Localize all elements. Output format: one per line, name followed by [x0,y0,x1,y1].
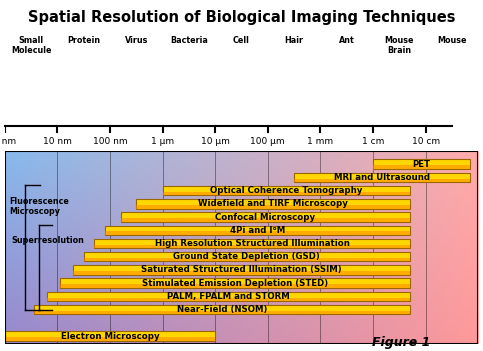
Text: Fluorescence
Microscopy: Fluorescence Microscopy [9,197,69,216]
Text: MRI and Ultrasound: MRI and Ultrasound [334,173,430,182]
Text: Mouse: Mouse [437,36,467,45]
Text: Protein: Protein [67,36,100,45]
Text: Figure 1: Figure 1 [372,336,430,349]
Bar [105,231,410,235]
Text: Stimulated Emission Depletion (STED): Stimulated Emission Depletion (STED) [142,279,328,288]
Text: High Resolution Structured Illumination: High Resolution Structured Illumination [155,239,350,248]
Bar [34,305,410,314]
Bar [373,165,470,169]
Text: Saturated Structured Illumination (SSIM): Saturated Structured Illumination (SSIM) [141,265,342,274]
Text: Spatial Resolution of Biological Imaging Techniques: Spatial Resolution of Biological Imaging… [28,10,455,25]
Bar [373,159,470,169]
Bar [121,212,410,222]
Text: Widefield and TIRF Microscopy: Widefield and TIRF Microscopy [198,199,348,208]
Text: Ant: Ant [339,36,355,45]
Bar [105,225,410,235]
Text: Bacteria: Bacteria [170,36,208,45]
Text: 1 nm: 1 nm [0,137,16,146]
Text: Optical Coherence Tomography: Optical Coherence Tomography [210,186,362,195]
Text: 1 μm: 1 μm [151,137,174,146]
Bar [94,239,410,248]
Text: Mouse
Brain: Mouse Brain [384,36,414,55]
Text: Near-Field (NSOM): Near-Field (NSOM) [177,305,267,314]
Bar [47,298,410,301]
Text: 10 cm: 10 cm [412,137,440,146]
Bar [94,245,410,248]
Text: Small
Molecule: Small Molecule [11,36,51,55]
Bar [163,192,410,196]
Text: 1 mm: 1 mm [307,137,333,146]
Text: Superresolution: Superresolution [11,236,84,245]
Bar [5,337,215,341]
Bar [294,173,470,182]
Text: Hair: Hair [284,36,304,45]
Bar [84,252,410,261]
Text: Ground State Depletion (GSD): Ground State Depletion (GSD) [173,252,320,261]
Bar [136,205,410,208]
Text: Electron Microscopy: Electron Microscopy [61,332,159,340]
Bar [60,284,410,288]
Bar [121,218,410,222]
Text: Confocal Microscopy: Confocal Microscopy [215,213,315,221]
Text: 4Pi and IᵒM: 4Pi and IᵒM [229,226,285,235]
Bar [60,278,410,288]
Text: Cell: Cell [233,36,250,45]
Bar [47,292,410,301]
Bar [73,271,410,275]
Bar [5,331,215,341]
Bar [34,311,410,314]
Bar [136,199,410,208]
Text: 100 nm: 100 nm [93,137,128,146]
Bar [163,186,410,196]
Text: 100 μm: 100 μm [251,137,285,146]
Text: PET: PET [412,160,431,168]
Text: 10 nm: 10 nm [43,137,72,146]
Bar [84,258,410,261]
Text: PALM, FPALM and STORM: PALM, FPALM and STORM [167,292,290,301]
Text: 1 cm: 1 cm [362,137,384,146]
Bar [73,265,410,275]
Text: 10 μm: 10 μm [201,137,229,146]
Text: Virus: Virus [125,36,148,45]
Bar [294,179,470,182]
